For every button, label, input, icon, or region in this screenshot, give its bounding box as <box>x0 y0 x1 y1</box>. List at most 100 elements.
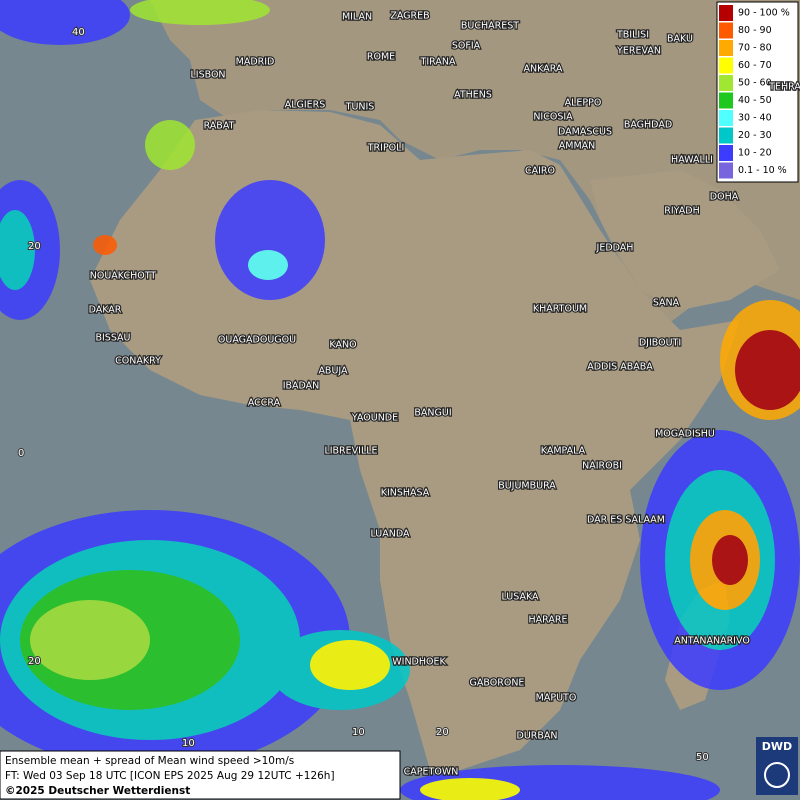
city-label: BUCHAREST <box>461 21 519 32</box>
city-label: LUANDA <box>370 529 410 540</box>
grid-label: 20 <box>28 241 41 252</box>
footer-box <box>0 750 401 800</box>
city-label: JEDDAH <box>596 243 634 254</box>
city-label: MADRID <box>236 57 275 68</box>
grid-label: 50 <box>696 752 709 763</box>
city-label: MAPUTO <box>536 693 577 704</box>
legend-swatch <box>719 57 733 74</box>
footer-line: ©2025 Deutscher Wetterdienst <box>5 785 190 797</box>
legend-swatch <box>719 22 733 39</box>
legend-label: 10 - 20 <box>738 148 772 159</box>
city-label: HARARE <box>529 615 568 626</box>
city-label: YEREVAN <box>616 46 661 57</box>
land-arabia <box>590 170 780 310</box>
city-label: NICOSIA <box>533 112 573 123</box>
city-label: CAIRO <box>525 166 555 177</box>
legend-swatch <box>719 75 733 91</box>
legend-label: 90 - 100 % <box>738 8 790 19</box>
legend-label: 0.1 - 10 % <box>738 165 787 176</box>
city-label: ACCRA <box>248 398 281 409</box>
legend-label: 20 - 30 <box>738 130 772 141</box>
grid-label: 20 <box>436 727 449 738</box>
city-label: ANTANANARIVO <box>674 636 750 647</box>
city-label: TIRANA <box>420 57 456 68</box>
city-label: BISSAU <box>95 333 130 344</box>
logo: DWD <box>756 737 798 795</box>
grid-labels: 40 20 0 20 10 10 20 50 <box>17 26 710 764</box>
city-label: ANKARA <box>524 64 563 75</box>
city-label: MOGADISHU <box>655 429 715 440</box>
legend-swatch <box>719 40 733 56</box>
city-label: MILAN <box>342 12 372 23</box>
footer-line: FT: Wed 03 Sep 18 UTC [ICON EPS 2025 Aug… <box>5 770 335 782</box>
city-label: BAGHDAD <box>624 120 672 131</box>
city-label: CONAKRY <box>115 356 161 367</box>
city-label: LISBON <box>190 70 225 81</box>
city-label: KANO <box>329 340 356 351</box>
city-label: LUSAKA <box>501 592 539 603</box>
city-label: NOUAKCHOTT <box>90 271 157 282</box>
legend-label: 60 - 70 <box>738 60 772 71</box>
city-label: ALEPPO <box>565 98 602 109</box>
city-label: KHARTOUM <box>533 304 587 315</box>
city-label: KAMPALA <box>541 446 586 457</box>
city-label: TBILISI <box>616 30 649 41</box>
city-label: BUJUMBURA <box>498 481 556 492</box>
legend-swatch <box>719 162 733 179</box>
city-label: RIYADH <box>664 206 699 217</box>
legend-label: 50 - 60 <box>738 78 772 89</box>
city-label: CAPETOWN <box>404 767 459 778</box>
logo-text: DWD <box>762 740 792 753</box>
legend-label: 80 - 90 <box>738 25 772 36</box>
city-label: OUAGADOUGOU <box>218 335 296 346</box>
city-label: BAKU <box>667 34 693 45</box>
city-label: WINDHOEK <box>392 657 446 668</box>
city-label: YAOUNDE <box>351 413 398 424</box>
footer: Ensemble mean + spread of Mean wind spee… <box>0 750 401 800</box>
city-label: DAR ES SALAAM <box>587 515 665 526</box>
city-label: NAIROBI <box>582 461 622 472</box>
grid-label: 20 <box>28 656 41 667</box>
legend-swatch <box>719 5 733 21</box>
legend-label: 40 - 50 <box>738 95 772 106</box>
city-label: DOHA <box>710 192 739 203</box>
legend-label: 30 - 40 <box>738 113 772 124</box>
city-label: DJIBOUTI <box>639 338 681 349</box>
city-label: AMMAN <box>559 141 596 152</box>
grid-label: 10 <box>182 738 195 749</box>
city-label: TEHRA <box>768 82 800 93</box>
city-label: SOFIA <box>452 41 481 52</box>
grid-label: 10 <box>352 727 365 738</box>
logo-box <box>756 737 798 795</box>
city-label: DAKAR <box>89 305 122 316</box>
city-labels: MILAN ZAGREB BUCHAREST SOFIA ROME TIRANA ANKAR… <box>87 9 800 778</box>
city-label: ROME <box>367 52 395 63</box>
city-label: ZAGREB <box>390 11 429 22</box>
legend-swatch <box>719 92 733 109</box>
city-label: TUNIS <box>345 102 375 113</box>
legend-swatch <box>719 145 733 161</box>
legend: 90 - 100 % 80 - 90 70 - 80 60 - 70 50 - 60 40… <box>716 1 799 183</box>
footer-line: Ensemble mean + spread of Mean wind spee… <box>5 755 294 767</box>
city-label: ATHENS <box>454 90 492 101</box>
city-label: GABORONE <box>470 678 525 689</box>
city-label: BANGUI <box>414 408 451 419</box>
legend-label: 70 - 80 <box>738 43 772 54</box>
city-label: KINSHASA <box>381 488 430 499</box>
grid-label: 40 <box>72 27 85 38</box>
city-label: ABUJA <box>318 366 348 377</box>
city-label: DURBAN <box>517 731 558 742</box>
city-label: IBADAN <box>283 381 320 392</box>
city-label: RABAT <box>204 121 235 132</box>
city-label: DAMASCUS <box>558 127 612 138</box>
grid-label: 0 <box>18 448 24 459</box>
logo-icon <box>764 762 790 788</box>
city-label: LIBREVILLE <box>324 446 377 457</box>
city-label: SANA <box>653 298 680 309</box>
legend-swatch <box>719 110 733 126</box>
city-label: ALGIERS <box>285 100 326 111</box>
city-label: ADDIS ABABA <box>587 362 653 373</box>
